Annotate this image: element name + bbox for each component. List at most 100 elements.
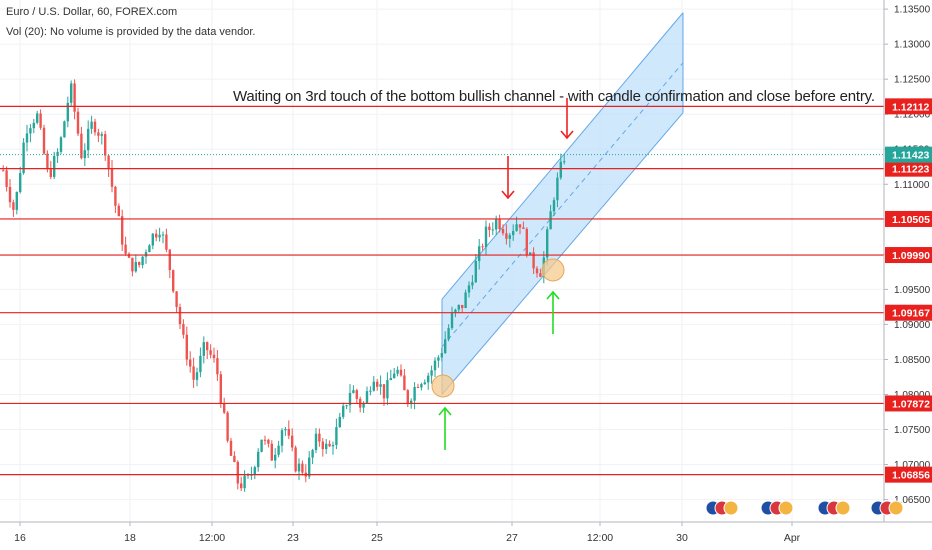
candle-body: [464, 292, 467, 308]
candle-body: [508, 235, 511, 239]
candle-body: [294, 447, 297, 472]
price-tick-label: 1.09000: [894, 320, 931, 331]
candle-body: [243, 475, 246, 489]
candle-body: [335, 427, 338, 446]
level-price-label: [885, 466, 932, 483]
candle-body: [399, 369, 403, 376]
candle-body: [63, 121, 66, 138]
candle-body: [2, 170, 5, 172]
candle-body: [474, 261, 477, 283]
candle-body: [379, 384, 382, 387]
candle-body: [36, 113, 39, 123]
candle-body: [127, 253, 131, 258]
candle-body: [253, 467, 256, 475]
candle-body: [185, 334, 188, 360]
candle-body: [97, 132, 100, 136]
time-tick-label: 18: [124, 532, 136, 544]
candle-body: [124, 244, 127, 254]
level-price-label: [885, 304, 932, 321]
level-price-label: [885, 395, 932, 412]
candle-body: [280, 430, 284, 446]
price-tick-label: 1.06500: [894, 495, 931, 506]
candle-body: [433, 360, 437, 371]
candle-body: [284, 428, 287, 431]
candle-body: [209, 350, 212, 355]
candle-body: [240, 483, 243, 489]
candle-body: [182, 324, 185, 335]
candle-body: [29, 128, 32, 134]
channel-band: [442, 12, 683, 395]
candle-body: [32, 122, 35, 129]
candle-body: [518, 224, 522, 228]
candle-body: [260, 439, 263, 452]
level-price-label-text: 1.07872: [892, 398, 930, 410]
candle-body: [216, 358, 219, 375]
support-resistance-levels: [0, 105, 884, 476]
touch-point-1: [431, 374, 455, 398]
candle-body: [450, 313, 454, 329]
level-price-label-text: 1.11223: [892, 164, 930, 176]
candle-body: [25, 133, 29, 143]
time-tick-label: Apr: [784, 532, 801, 544]
candle-body: [202, 342, 205, 356]
candle-body: [175, 291, 178, 308]
annotation-marks: [431, 98, 574, 450]
level-price-label: [885, 160, 932, 177]
price-tick-label: 1.07500: [894, 425, 931, 436]
candle-body: [178, 307, 182, 325]
candle-body: [104, 134, 107, 156]
price-tick-label: 1.07000: [894, 460, 931, 471]
event-flag-icon[interactable]: [705, 500, 739, 516]
candle-body: [416, 386, 420, 388]
candle-body: [328, 443, 331, 447]
candle-body: [161, 234, 165, 236]
price-tick-label: 1.09500: [894, 285, 931, 296]
time-tick-label: 30: [676, 532, 688, 544]
channel-upper: [441, 12, 684, 300]
candle-body: [297, 463, 301, 472]
time-tick-label: 23: [287, 532, 299, 544]
candle-body: [56, 151, 59, 157]
candle-body: [121, 216, 124, 245]
candle-body: [168, 249, 171, 271]
candle-body: [495, 218, 498, 230]
price-axis[interactable]: 1.065001.070001.075001.080001.085001.090…: [883, 0, 932, 550]
candle-body: [66, 102, 69, 122]
candle-body: [481, 246, 484, 248]
economic-events[interactable]: [705, 500, 904, 516]
event-flag-icon[interactable]: [817, 500, 851, 516]
candle-body: [447, 328, 450, 340]
candle-body: [291, 435, 294, 448]
candle-body: [365, 391, 369, 404]
candle-body: [491, 229, 494, 231]
candle-body: [342, 405, 345, 417]
candle-body: [233, 455, 236, 462]
down-arrow-2: [560, 98, 574, 140]
candle-body: [151, 233, 154, 246]
candle-body: [321, 441, 324, 450]
candle-body: [117, 205, 120, 217]
candle-body: [100, 134, 103, 136]
candle-body: [488, 226, 491, 230]
candle-body: [277, 445, 280, 455]
candle-body: [93, 121, 97, 133]
candle-body: [219, 374, 222, 404]
event-flag-icon[interactable]: [760, 500, 794, 516]
candle-body: [498, 218, 501, 230]
candle-body: [206, 342, 209, 351]
candle-body: [389, 378, 392, 381]
time-axis[interactable]: 16 18 12:00 23 25 27 12:00 30 Apr: [0, 521, 932, 550]
candle-body: [362, 403, 365, 408]
candle-body: [301, 463, 304, 473]
chart-grid: [0, 0, 884, 522]
candle-body: [427, 375, 430, 383]
candle-body: [141, 256, 144, 266]
candle-body: [189, 359, 192, 367]
event-flag-icon[interactable]: [870, 500, 904, 516]
candle-body: [515, 224, 518, 231]
candlestick-series: [2, 79, 566, 492]
price-tick-label: 1.13000: [894, 40, 931, 51]
candle-body: [287, 428, 290, 436]
price-tick-label: 1.12000: [894, 110, 931, 121]
